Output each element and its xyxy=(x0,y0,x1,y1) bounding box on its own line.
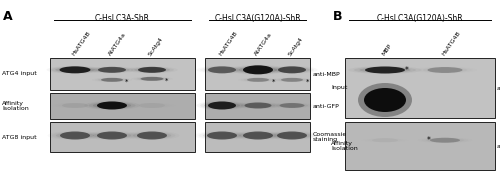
Ellipse shape xyxy=(207,132,237,140)
Text: *: * xyxy=(405,66,409,75)
Ellipse shape xyxy=(276,104,308,107)
Text: *: * xyxy=(427,136,431,145)
Text: anti-MBP: anti-MBP xyxy=(313,72,340,77)
Bar xyxy=(205,122,310,152)
Ellipse shape xyxy=(365,67,405,74)
Ellipse shape xyxy=(274,67,310,72)
Ellipse shape xyxy=(133,132,171,138)
Text: C-HsLC3A-ShR: C-HsLC3A-ShR xyxy=(95,14,150,23)
Bar xyxy=(345,122,495,170)
Ellipse shape xyxy=(98,67,126,73)
Text: *: * xyxy=(165,78,168,84)
Text: Input: Input xyxy=(331,85,347,90)
Ellipse shape xyxy=(140,77,164,81)
Text: Coomassie
staining: Coomassie staining xyxy=(313,132,347,142)
Bar xyxy=(205,58,310,90)
Text: HsATG4B: HsATG4B xyxy=(71,31,92,57)
Ellipse shape xyxy=(428,67,462,73)
Ellipse shape xyxy=(139,103,165,108)
Ellipse shape xyxy=(60,66,90,73)
Ellipse shape xyxy=(239,132,277,138)
Ellipse shape xyxy=(239,66,277,73)
Ellipse shape xyxy=(93,132,131,138)
Text: anti-MBP: anti-MBP xyxy=(497,85,500,90)
Ellipse shape xyxy=(277,132,307,140)
Ellipse shape xyxy=(278,66,306,73)
Bar xyxy=(205,93,310,119)
Ellipse shape xyxy=(55,67,95,72)
Ellipse shape xyxy=(281,78,303,82)
Text: anti-GFP: anti-GFP xyxy=(313,103,340,109)
Ellipse shape xyxy=(88,102,136,109)
Ellipse shape xyxy=(97,132,127,140)
Text: *: * xyxy=(306,79,310,85)
Bar xyxy=(50,93,195,119)
Ellipse shape xyxy=(234,66,282,74)
Bar xyxy=(345,58,495,118)
Text: anti-GFP: anti-GFP xyxy=(497,143,500,148)
Text: ATG4 input: ATG4 input xyxy=(2,72,37,77)
Text: *: * xyxy=(125,79,128,85)
Ellipse shape xyxy=(203,132,241,138)
Text: C-HsLC3A(G120A)-ShR: C-HsLC3A(G120A)-ShR xyxy=(376,14,464,23)
Text: HsATG4B: HsATG4B xyxy=(441,31,462,57)
Ellipse shape xyxy=(51,67,99,73)
Ellipse shape xyxy=(60,132,90,140)
Ellipse shape xyxy=(358,83,412,117)
Ellipse shape xyxy=(204,102,240,109)
Text: ScAtg4: ScAtg4 xyxy=(288,36,304,57)
Text: HsATG4B: HsATG4B xyxy=(218,31,238,57)
Ellipse shape xyxy=(134,67,170,72)
Ellipse shape xyxy=(240,103,276,108)
Text: ATG8 input: ATG8 input xyxy=(2,135,36,140)
Ellipse shape xyxy=(364,88,406,112)
Text: AtATG4a: AtATG4a xyxy=(108,32,128,57)
Ellipse shape xyxy=(137,132,167,140)
Text: Affinity
Isolation: Affinity Isolation xyxy=(331,141,358,151)
Ellipse shape xyxy=(138,77,166,80)
Ellipse shape xyxy=(200,102,244,109)
Ellipse shape xyxy=(101,78,123,82)
Ellipse shape xyxy=(93,102,131,109)
Ellipse shape xyxy=(273,132,311,138)
Text: AtATG4a: AtATG4a xyxy=(254,32,274,57)
Text: *: * xyxy=(272,79,276,85)
Text: A: A xyxy=(3,10,13,23)
Text: ScAtg4: ScAtg4 xyxy=(148,36,164,57)
Ellipse shape xyxy=(62,103,88,108)
Ellipse shape xyxy=(430,138,460,143)
Ellipse shape xyxy=(94,67,130,72)
Text: MBP: MBP xyxy=(381,43,392,57)
Ellipse shape xyxy=(247,78,269,82)
Ellipse shape xyxy=(244,103,272,108)
Ellipse shape xyxy=(56,132,94,138)
Ellipse shape xyxy=(360,67,410,73)
Ellipse shape xyxy=(97,101,127,109)
Ellipse shape xyxy=(372,138,398,142)
Ellipse shape xyxy=(243,132,273,140)
Ellipse shape xyxy=(243,65,273,74)
Ellipse shape xyxy=(138,67,166,73)
Ellipse shape xyxy=(280,103,304,108)
Ellipse shape xyxy=(204,67,240,72)
Ellipse shape xyxy=(208,101,236,109)
Bar xyxy=(50,58,195,90)
Text: B: B xyxy=(333,10,342,23)
Bar xyxy=(50,122,195,152)
Text: C-HsLC3A(G120A)-ShR: C-HsLC3A(G120A)-ShR xyxy=(214,14,301,23)
Ellipse shape xyxy=(98,78,126,81)
Text: Affinity
Isolation: Affinity Isolation xyxy=(2,101,29,111)
Ellipse shape xyxy=(208,66,236,73)
Ellipse shape xyxy=(354,67,416,73)
